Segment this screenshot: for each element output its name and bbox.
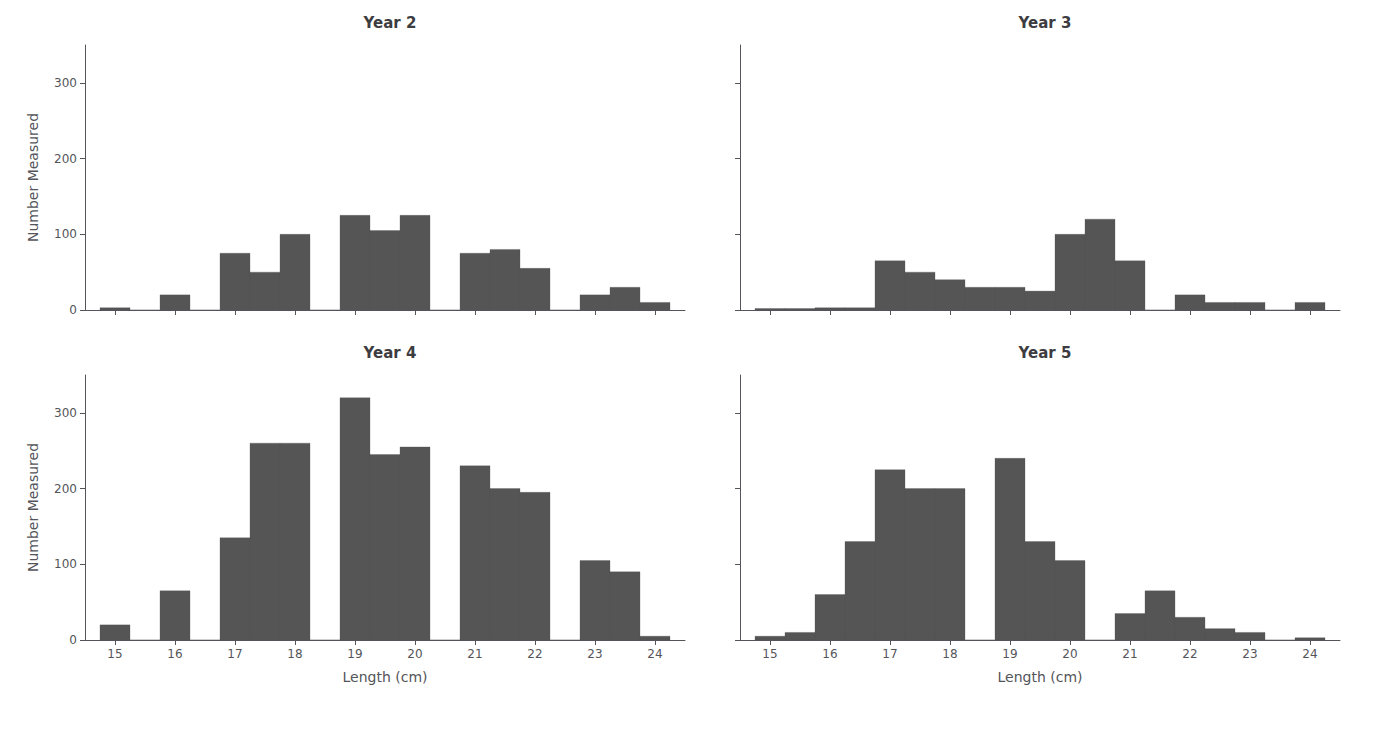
svg-text:Length (cm): Length (cm) <box>343 669 428 685</box>
svg-text:24: 24 <box>647 647 662 661</box>
svg-text:Year 5: Year 5 <box>1018 344 1072 362</box>
svg-text:20: 20 <box>1062 647 1077 661</box>
svg-text:22: 22 <box>1182 647 1197 661</box>
svg-text:0: 0 <box>69 633 77 647</box>
svg-text:23: 23 <box>587 647 602 661</box>
svg-text:22: 22 <box>527 647 542 661</box>
svg-text:15: 15 <box>107 647 122 661</box>
svg-text:21: 21 <box>467 647 482 661</box>
svg-text:100: 100 <box>54 227 77 241</box>
svg-text:Number Measured: Number Measured <box>25 113 41 242</box>
svg-text:0: 0 <box>69 303 77 317</box>
svg-text:21: 21 <box>1122 647 1137 661</box>
svg-text:16: 16 <box>822 647 837 661</box>
svg-text:16: 16 <box>167 647 182 661</box>
svg-text:19: 19 <box>347 647 362 661</box>
svg-text:17: 17 <box>882 647 897 661</box>
svg-text:Year 3: Year 3 <box>1018 14 1072 32</box>
svg-text:18: 18 <box>287 647 302 661</box>
svg-text:20: 20 <box>407 647 422 661</box>
svg-text:300: 300 <box>54 76 77 90</box>
svg-text:200: 200 <box>54 482 77 496</box>
svg-text:23: 23 <box>1242 647 1257 661</box>
svg-text:18: 18 <box>942 647 957 661</box>
svg-text:Year 4: Year 4 <box>363 344 417 362</box>
svg-text:200: 200 <box>54 152 77 166</box>
svg-text:Length (cm): Length (cm) <box>998 669 1083 685</box>
svg-text:17: 17 <box>227 647 242 661</box>
svg-text:19: 19 <box>1002 647 1017 661</box>
svg-text:Number Measured: Number Measured <box>25 443 41 572</box>
svg-text:Year 2: Year 2 <box>363 14 417 32</box>
svg-text:300: 300 <box>54 406 77 420</box>
svg-text:24: 24 <box>1302 647 1317 661</box>
svg-text:15: 15 <box>762 647 777 661</box>
svg-text:100: 100 <box>54 557 77 571</box>
